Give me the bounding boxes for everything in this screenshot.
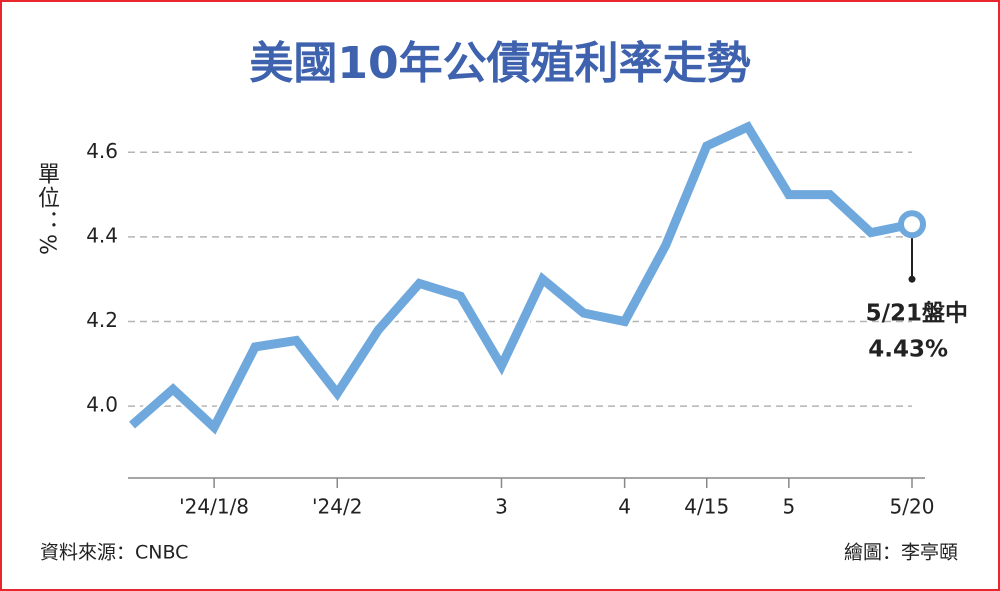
source: 資料來源：CNBC bbox=[40, 542, 188, 564]
x-tick-label: '24/2 bbox=[312, 495, 362, 519]
y-tick-label: 4.0 bbox=[86, 393, 118, 417]
line bbox=[129, 121, 913, 435]
chart-title: 美國10年公債殖利率走勢 bbox=[249, 38, 750, 89]
credit: 繪圖：李亭頤 bbox=[844, 542, 958, 564]
end-point bbox=[898, 210, 926, 239]
y-tick-label: 4.2 bbox=[86, 308, 118, 332]
x-tick-label: 4 bbox=[618, 495, 631, 519]
y-tick-label: 4.4 bbox=[86, 223, 118, 247]
annotation: 5/21盤中 bbox=[866, 300, 968, 327]
y-tick-label: 4.6 bbox=[86, 139, 118, 163]
y-axis-label: 單位：% bbox=[34, 162, 59, 257]
x-tick-label: 5 bbox=[782, 495, 795, 519]
x-tick-label: 4/15 bbox=[684, 495, 729, 519]
line-outline bbox=[127, 117, 914, 439]
x-tick-label: 5/20 bbox=[890, 495, 935, 519]
x-tick-label: 3 bbox=[495, 495, 508, 519]
x-tick-label: '24/1/8 bbox=[179, 495, 249, 519]
leader-dot bbox=[908, 275, 916, 283]
value-label: 4.43% bbox=[868, 337, 948, 363]
